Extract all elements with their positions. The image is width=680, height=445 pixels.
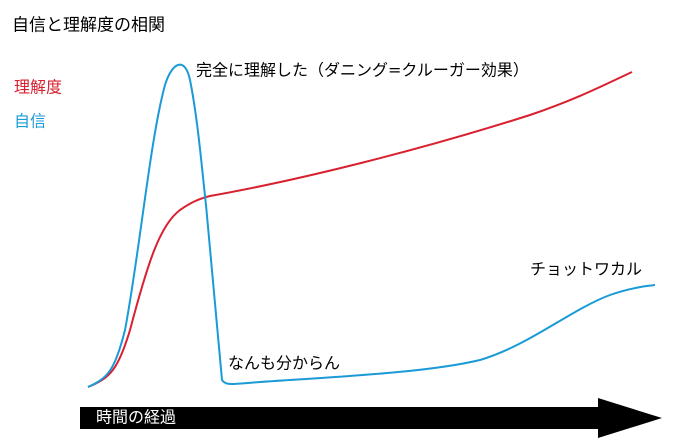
x-axis-label: 時間の経過 xyxy=(96,408,176,427)
legend-understanding: 理解度 xyxy=(14,78,62,97)
annotation-peak: 完全に理解した（ダニング=クルーガー効果） xyxy=(196,61,529,80)
confidence-curve xyxy=(87,63,656,388)
legend-confidence: 自信 xyxy=(14,112,46,131)
title: 自信と理解度の相関 xyxy=(12,16,165,36)
annotation-plateau: チョットワカル xyxy=(530,260,642,279)
understanding-curve xyxy=(87,71,633,388)
annotation-valley: なんも分からん xyxy=(228,354,340,373)
time-arrow xyxy=(80,398,662,438)
